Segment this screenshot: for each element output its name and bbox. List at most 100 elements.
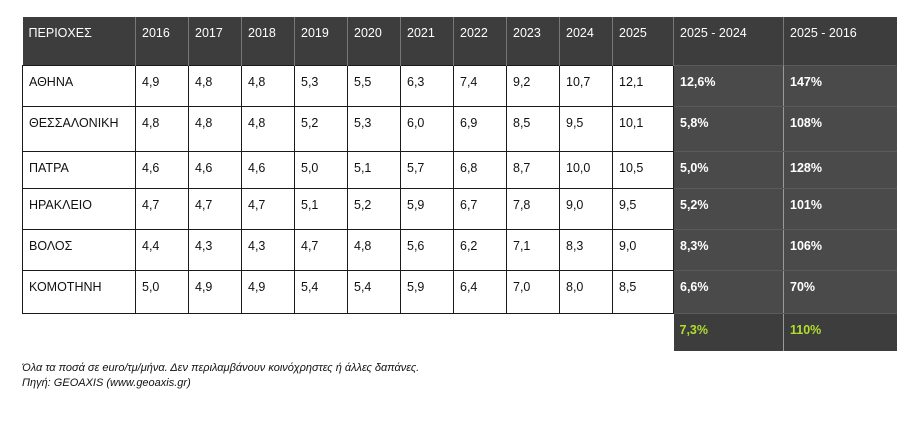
price-table-container: ΠΕΡΙΟΧΕΣ 2016 2017 2018 2019 2020 2021 2… (22, 17, 897, 351)
value-cell: 6,8 (453, 150, 507, 189)
value-cell: 12,1 (612, 64, 674, 107)
value-cell: 4,8 (188, 64, 242, 107)
value-cell: 10,1 (612, 105, 674, 152)
totals-spacer (22, 312, 674, 351)
value-cell: 4,8 (241, 64, 295, 107)
value-cell: 5,9 (400, 269, 454, 314)
value-cell: 6,9 (453, 105, 507, 152)
header-2023: 2023 (506, 17, 560, 65)
value-cell: 4,6 (188, 150, 242, 189)
header-2025: 2025 (612, 17, 674, 65)
change-10y-cell: 70% (783, 269, 897, 314)
value-cell: 4,9 (241, 269, 295, 314)
header-2017: 2017 (188, 17, 242, 65)
header-2019: 2019 (294, 17, 348, 65)
value-cell: 6,0 (400, 105, 454, 152)
value-cell: 4,3 (241, 228, 295, 271)
value-cell: 6,2 (453, 228, 507, 271)
value-cell: 5,2 (347, 187, 401, 230)
table-row: ΘΕΣΣΑΛΟΝΙΚΗ 4,8 4,8 4,8 5,2 5,3 6,0 6,9 … (22, 105, 897, 152)
change-10y-cell: 106% (783, 228, 897, 271)
value-cell: 4,9 (188, 269, 242, 314)
value-cell: 8,3 (559, 228, 613, 271)
value-cell: 6,3 (400, 64, 454, 107)
value-cell: 5,4 (347, 269, 401, 314)
value-cell: 5,3 (347, 105, 401, 152)
header-2024: 2024 (559, 17, 613, 65)
value-cell: 5,0 (135, 269, 189, 314)
value-cell: 8,5 (612, 269, 674, 314)
value-cell: 4,9 (135, 64, 189, 107)
region-cell: ΘΕΣΣΑΛΟΝΙΚΗ (22, 105, 136, 152)
value-cell: 5,7 (400, 150, 454, 189)
table-row: ΠΑΤΡΑ 4,6 4,6 4,6 5,0 5,1 5,7 6,8 8,7 10… (22, 150, 897, 189)
value-cell: 4,6 (135, 150, 189, 189)
value-cell: 4,8 (135, 105, 189, 152)
value-cell: 5,1 (294, 187, 348, 230)
change-10y-cell: 128% (783, 150, 897, 189)
value-cell: 5,3 (294, 64, 348, 107)
value-cell: 4,6 (241, 150, 295, 189)
value-cell: 4,8 (241, 105, 295, 152)
table-row: ΑΘΗΝΑ 4,9 4,8 4,8 5,3 5,5 6,3 7,4 9,2 10… (22, 64, 897, 107)
region-cell: ΚΟΜΟΤΗΝΗ (22, 269, 136, 314)
region-cell: ΑΘΗΝΑ (22, 64, 136, 107)
table-row: ΗΡΑΚΛΕΙΟ 4,7 4,7 4,7 5,1 5,2 5,9 6,7 7,8… (22, 187, 897, 230)
value-cell: 6,4 (453, 269, 507, 314)
total-change-1y: 7,3% (673, 313, 784, 351)
value-cell: 4,7 (241, 187, 295, 230)
change-10y-cell: 108% (783, 105, 897, 152)
value-cell: 10,5 (612, 150, 674, 189)
region-cell: ΗΡΑΚΛΕΙΟ (22, 187, 136, 230)
value-cell: 5,9 (400, 187, 454, 230)
value-cell: 8,0 (559, 269, 613, 314)
value-cell: 9,5 (612, 187, 674, 230)
value-cell: 4,4 (135, 228, 189, 271)
region-cell: ΠΑΤΡΑ (22, 150, 136, 189)
value-cell: 6,7 (453, 187, 507, 230)
header-2018: 2018 (241, 17, 295, 65)
table-footnotes: Όλα τα ποσά σε euro/τμ/μήνα. Δεν περιλαμ… (22, 361, 419, 391)
value-cell: 7,0 (506, 269, 560, 314)
value-cell: 10,7 (559, 64, 613, 107)
units-note: Όλα τα ποσά σε euro/τμ/μήνα. Δεν περιλαμ… (22, 362, 420, 374)
value-cell: 7,1 (506, 228, 560, 271)
change-1y-cell: 8,3% (673, 228, 784, 271)
value-cell: 9,2 (506, 64, 560, 107)
rent-price-table: ΠΕΡΙΟΧΕΣ 2016 2017 2018 2019 2020 2021 2… (22, 17, 897, 351)
value-cell: 4,7 (135, 187, 189, 230)
table-row: ΚΟΜΟΤΗΝΗ 5,0 4,9 4,9 5,4 5,4 5,9 6,4 7,0… (22, 269, 897, 314)
change-10y-cell: 147% (783, 64, 897, 107)
header-2016: 2016 (135, 17, 189, 65)
change-1y-cell: 12,6% (673, 64, 784, 107)
value-cell: 4,7 (188, 187, 242, 230)
value-cell: 5,6 (400, 228, 454, 271)
value-cell: 9,0 (612, 228, 674, 271)
change-1y-cell: 5,0% (673, 150, 784, 189)
value-cell: 4,7 (294, 228, 348, 271)
value-cell: 7,8 (506, 187, 560, 230)
value-cell: 4,3 (188, 228, 242, 271)
value-cell: 9,0 (559, 187, 613, 230)
value-cell: 9,5 (559, 105, 613, 152)
header-row: ΠΕΡΙΟΧΕΣ 2016 2017 2018 2019 2020 2021 2… (22, 17, 897, 65)
value-cell: 8,7 (506, 150, 560, 189)
value-cell: 4,8 (188, 105, 242, 152)
header-change-10y: 2025 - 2016 (783, 17, 897, 65)
value-cell: 5,5 (347, 64, 401, 107)
header-change-1y: 2025 - 2024 (673, 17, 784, 65)
change-10y-cell: 101% (783, 187, 897, 230)
value-cell: 5,2 (294, 105, 348, 152)
value-cell: 5,0 (294, 150, 348, 189)
value-cell: 8,5 (506, 105, 560, 152)
header-2020: 2020 (347, 17, 401, 65)
source-note: Πηγή: GEOAXIS (www.geoaxis.gr) (22, 377, 191, 389)
total-change-10y: 110% (783, 313, 897, 351)
totals-row: 7,3% 110% (22, 312, 897, 351)
header-2021: 2021 (400, 17, 454, 65)
change-1y-cell: 6,6% (673, 269, 784, 314)
change-1y-cell: 5,8% (673, 105, 784, 152)
value-cell: 4,8 (347, 228, 401, 271)
value-cell: 7,4 (453, 64, 507, 107)
change-1y-cell: 5,2% (673, 187, 784, 230)
